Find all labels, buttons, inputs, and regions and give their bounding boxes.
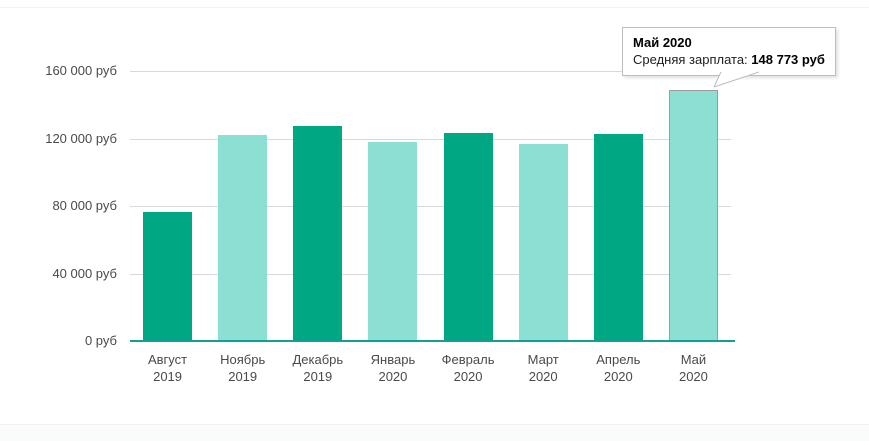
x-label-month: Декабрь [292, 352, 344, 367]
tooltip-pointer [713, 71, 760, 88]
x-axis-label: Декабрь 2019 [280, 351, 355, 385]
x-label-year: 2020 [453, 369, 483, 384]
x-axis-line [130, 340, 735, 342]
x-axis-label: Март 2020 [506, 351, 581, 385]
top-divider-line [0, 7, 869, 8]
x-label-month: Май [680, 352, 707, 367]
x-axis-label: Январь 2020 [355, 351, 430, 385]
x-axis-label: Ноябрь 2019 [205, 351, 280, 385]
y-axis-label: 120 000 руб [45, 130, 117, 146]
chart-bar-декабрь-2019[interactable] [293, 126, 343, 341]
chart-bar-февраль-2020[interactable] [443, 133, 493, 341]
gridline [130, 273, 731, 275]
x-label-year: 2020 [378, 369, 408, 384]
chart-bar-март-2020[interactable] [518, 143, 568, 341]
chart-bar-апрель-2020[interactable] [593, 133, 643, 341]
gridline [130, 206, 731, 207]
tooltip-title: Май 2020 [633, 35, 692, 50]
y-axis-label: 160 000 руб [45, 63, 117, 78]
tooltip-value: 148 773 руб [751, 52, 825, 67]
x-label-year: 2019 [153, 369, 183, 384]
chart-bar-январь-2020[interactable] [368, 141, 418, 341]
chart-bar-ноябрь-2019[interactable] [218, 135, 268, 341]
y-axis-label: 80 000 руб [52, 198, 117, 213]
tooltip-label: Средняя зарплата: [633, 52, 752, 67]
y-axis-label: 0 руб [84, 333, 117, 348]
bar-band [280, 71, 355, 341]
x-label-month: Апрель [596, 352, 641, 367]
y-axis-label: 40 000 руб [52, 265, 117, 281]
bar-band [431, 71, 506, 341]
x-label-year: 2019 [228, 369, 258, 384]
x-label-month: Февраль [441, 352, 495, 367]
x-axis-label: Август 2019 [130, 351, 205, 385]
bar-band [581, 71, 656, 341]
bar-band [130, 71, 205, 341]
x-label-year: 2020 [528, 369, 558, 384]
gridline [130, 138, 731, 140]
plot-area: 160 000 руб 120 000 руб 80 000 руб 40 000 р… [45, 63, 735, 384]
footer-band [0, 424, 869, 441]
x-label-year: 2019 [303, 369, 333, 384]
chart-bar-май-2020[interactable] [668, 89, 718, 341]
tooltip-body: Средняя зарплата: 148 773 руб [633, 51, 825, 68]
x-axis-label: Апрель 2020 [581, 351, 656, 385]
bar-band [355, 71, 430, 341]
x-label-month: Ноябрь [220, 352, 266, 367]
x-label-year: 2020 [603, 369, 633, 384]
tooltip: Май 2020 Средняя зарплата: 148 773 руб [622, 27, 836, 76]
chart-bar-август-2019[interactable] [143, 211, 193, 341]
bars-container [130, 71, 731, 341]
x-axis-label: Май 2020 [656, 351, 731, 385]
bar-band [205, 71, 280, 341]
x-label-year: 2020 [678, 369, 708, 384]
x-axis-labels: Август 2019 Ноябрь 2019 Декабрь 2019 Январь 202… [130, 351, 731, 385]
gridline [130, 71, 731, 72]
x-label-month: Август [147, 352, 188, 367]
bar-band [506, 71, 581, 341]
bar-band [656, 71, 731, 341]
x-label-month: Март [527, 352, 559, 367]
x-label-month: Январь [370, 352, 416, 367]
x-axis-label: Февраль 2020 [431, 351, 506, 385]
